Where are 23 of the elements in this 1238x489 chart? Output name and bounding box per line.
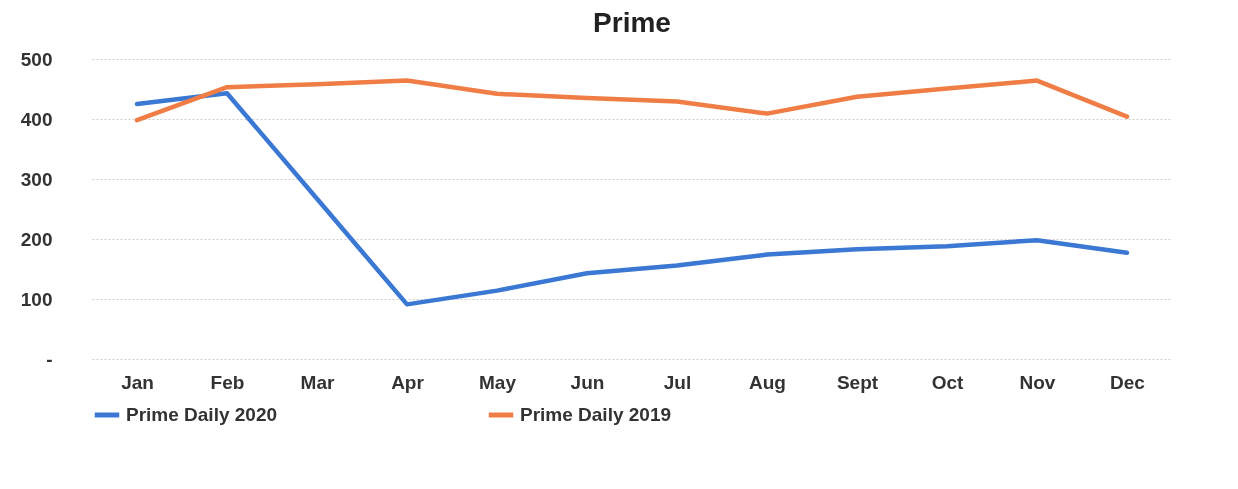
legend-label: Prime Daily 2020 xyxy=(126,404,278,425)
x-tick-label: Dec xyxy=(1110,371,1146,393)
x-tick-label: Aug xyxy=(749,371,786,393)
y-tick-label: 200 xyxy=(20,228,53,250)
x-tick-label: Jun xyxy=(570,371,605,393)
y-tick-label: 100 xyxy=(20,288,53,310)
y-tick-label: 500 xyxy=(20,48,53,70)
y-tick-label: 400 xyxy=(20,108,53,130)
y-tick-label: 300 xyxy=(20,168,53,190)
x-tick-label: Apr xyxy=(391,371,425,393)
x-tick-label: May xyxy=(479,371,517,393)
y-tick-label: - xyxy=(46,348,53,370)
line-series xyxy=(134,78,1130,123)
line-series xyxy=(134,90,1130,307)
x-tick-label: Oct xyxy=(931,371,964,393)
x-tick-label: Sept xyxy=(836,371,879,393)
x-tick-label: Mar xyxy=(300,371,335,393)
x-tick-label: Feb xyxy=(210,371,245,393)
x-tick-label: Nov xyxy=(1019,371,1056,393)
chart-title: Prime xyxy=(593,7,671,38)
legend-label: Prime Daily 2019 xyxy=(520,404,672,425)
x-tick-label: Jul xyxy=(663,371,692,393)
x-tick-label: Jan xyxy=(121,371,154,393)
